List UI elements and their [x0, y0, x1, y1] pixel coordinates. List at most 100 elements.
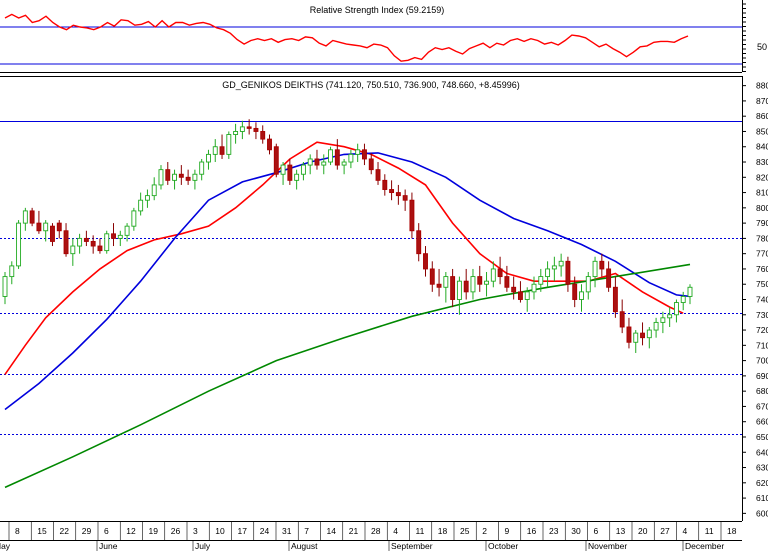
candle-body: [653, 321, 659, 331]
candle: [43, 220, 49, 242]
x-day-label: 30: [571, 526, 581, 536]
candle: [124, 223, 130, 242]
candle-body: [206, 153, 211, 163]
candle-body: [233, 131, 239, 135]
candle-body: [477, 276, 483, 285]
rsi-panel: Relative Strength Index (59.2159) 50: [0, 0, 767, 77]
y-tick-label: 630: [756, 463, 768, 473]
y-tick-label: 750: [756, 279, 768, 289]
candle-body: [77, 237, 83, 247]
candle-body: [124, 225, 130, 236]
candle-body: [199, 161, 205, 175]
candle: [470, 268, 476, 300]
candle: [314, 149, 320, 170]
x-day-label: 13: [616, 526, 626, 536]
candle-body: [50, 225, 55, 242]
candle-body: [104, 233, 110, 252]
candle: [490, 261, 496, 288]
x-day-label: 4: [393, 526, 398, 536]
candle: [355, 143, 361, 163]
x-day-label: 18: [438, 526, 448, 536]
candle-body: [585, 276, 591, 293]
y-tick-label: 660: [756, 417, 768, 427]
candle-body: [470, 276, 476, 293]
candle-body: [545, 268, 551, 278]
candle: [138, 192, 144, 216]
x-day-label: 25: [460, 526, 470, 536]
candle: [341, 158, 347, 175]
candle-body: [517, 291, 523, 300]
candle: [56, 220, 62, 239]
candle-body: [253, 127, 259, 132]
candle-body: [158, 169, 164, 186]
candle: [450, 268, 456, 308]
y-tick-label: 780: [756, 233, 768, 243]
x-month-label: December: [685, 541, 724, 551]
candle: [185, 169, 191, 185]
candle-body: [355, 149, 361, 155]
candle-body: [504, 276, 510, 288]
y-tick-label: 680: [756, 386, 768, 396]
ma-line: [4, 141, 684, 375]
y-tick-label: 880: [756, 81, 768, 91]
candle-body: [497, 268, 503, 278]
candle: [660, 311, 666, 334]
candle: [2, 272, 8, 305]
candle-body: [463, 280, 469, 293]
candle: [429, 261, 435, 292]
candle: [199, 158, 205, 181]
candle: [538, 268, 544, 292]
x-month-labels: May June July August September October Novembe…: [0, 540, 724, 551]
candle-body: [328, 149, 333, 163]
x-day-label: 26: [171, 526, 181, 536]
x-day-label: 2: [482, 526, 487, 536]
candle: [239, 120, 245, 140]
price-title: GD_GENIKOS DEIKTHS (741.120, 750.510, 73…: [222, 80, 519, 90]
candle: [131, 207, 137, 231]
candle: [212, 139, 218, 163]
candle-body: [239, 126, 245, 132]
candle-body: [321, 161, 327, 166]
rsi-tick-label: 50: [757, 42, 767, 52]
candle-body: [90, 241, 96, 247]
candle: [572, 276, 578, 308]
candle: [90, 235, 96, 254]
candlesticks: [2, 119, 693, 353]
candle-body: [395, 192, 401, 197]
candle: [300, 162, 306, 181]
x-day-label: 31: [282, 526, 292, 536]
y-tick-label: 640: [756, 447, 768, 457]
candle-body: [172, 173, 178, 181]
candle-body: [402, 195, 408, 201]
candle: [253, 122, 259, 140]
rsi-title: Relative Strength Index (59.2159): [310, 5, 445, 15]
candle: [246, 119, 252, 135]
candle: [640, 322, 645, 346]
candle: [633, 330, 639, 353]
candle: [592, 256, 598, 288]
candle: [443, 272, 449, 303]
candle-body: [687, 286, 693, 297]
candle-body: [280, 164, 286, 175]
x-day-label: 20: [638, 526, 648, 536]
candle: [667, 307, 673, 327]
x-day-label: 29: [82, 526, 92, 536]
candle: [348, 149, 354, 169]
candle: [50, 223, 55, 247]
candle: [165, 162, 171, 185]
candle-body: [531, 283, 537, 293]
x-day-label: 12: [126, 526, 136, 536]
candle-body: [646, 329, 652, 339]
candle-body: [456, 280, 462, 300]
candle: [395, 184, 401, 205]
candle-body: [212, 146, 218, 155]
candle-body: [612, 286, 618, 313]
x-month-label: September: [391, 541, 433, 551]
candle-body: [192, 173, 198, 181]
y-tick-label: 610: [756, 493, 768, 503]
candle-body: [592, 260, 598, 278]
candle: [579, 284, 584, 312]
candle-body: [429, 268, 435, 285]
candle: [219, 134, 225, 159]
